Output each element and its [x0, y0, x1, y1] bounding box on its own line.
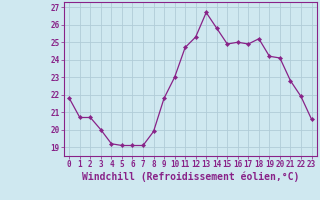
X-axis label: Windchill (Refroidissement éolien,°C): Windchill (Refroidissement éolien,°C)	[82, 172, 299, 182]
